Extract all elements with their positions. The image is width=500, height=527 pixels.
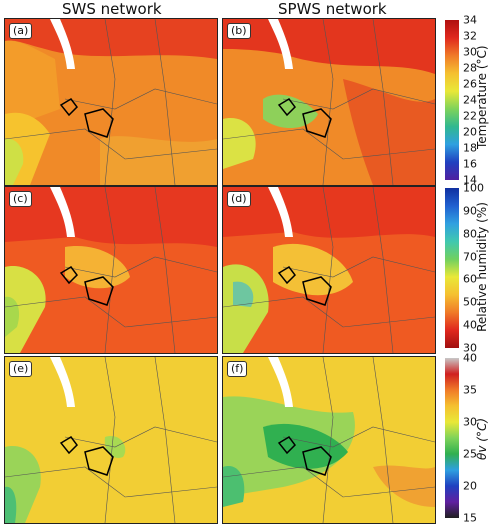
tick: 22 — [463, 109, 477, 123]
tick: 60 — [463, 272, 477, 286]
tick: 100 — [463, 181, 484, 195]
tick: 20 — [463, 479, 477, 493]
panel-label-c: (c) — [9, 191, 32, 207]
temperature-colorbar — [445, 20, 459, 180]
tick: 28 — [463, 61, 477, 75]
humidity-colorbar-label: Relative humidity (%) — [475, 202, 489, 332]
tick: 14 — [463, 173, 477, 187]
tick: 34 — [463, 13, 477, 27]
panel-label-e: (e) — [9, 361, 33, 377]
tick: 32 — [463, 29, 477, 43]
tick: 24 — [463, 93, 477, 107]
tick: 70 — [463, 250, 477, 264]
tick: 18 — [463, 141, 477, 155]
panel-a-temperature-sws: (a) — [4, 18, 218, 186]
temperature-colorbar-label: Temperature (°C) — [475, 45, 489, 149]
tick: 30 — [463, 341, 477, 355]
tick: 20 — [463, 125, 477, 139]
tick: 25 — [463, 447, 477, 461]
panel-d-humidity-spws: (d) — [222, 186, 436, 354]
thetav-colorbar-label: θv (°C) — [475, 418, 489, 460]
tick: 30 — [463, 45, 477, 59]
panel-label-b: (b) — [227, 23, 251, 39]
panel-e-thetav-sws: (e) — [4, 356, 218, 524]
tick: 90 — [463, 204, 477, 218]
tick: 30 — [463, 415, 477, 429]
panel-label-a: (a) — [9, 23, 33, 39]
tick: 40 — [463, 351, 477, 365]
panel-c-humidity-sws: (c) — [4, 186, 218, 354]
humidity-colorbar — [445, 188, 459, 348]
tick: 50 — [463, 295, 477, 309]
panel-label-d: (d) — [227, 191, 251, 207]
tick: 16 — [463, 157, 477, 171]
tick: 35 — [463, 383, 477, 397]
tick: 15 — [463, 511, 477, 525]
left-column-title: SWS network — [62, 0, 162, 18]
tick: 40 — [463, 318, 477, 332]
panel-f-thetav-spws: (f) — [222, 356, 436, 524]
panel-label-f: (f) — [227, 361, 248, 377]
thetav-colorbar — [445, 358, 459, 518]
tick: 80 — [463, 227, 477, 241]
right-column-title: SPWS network — [278, 0, 387, 18]
panel-b-temperature-spws: (b) — [222, 18, 436, 186]
tick: 26 — [463, 77, 477, 91]
